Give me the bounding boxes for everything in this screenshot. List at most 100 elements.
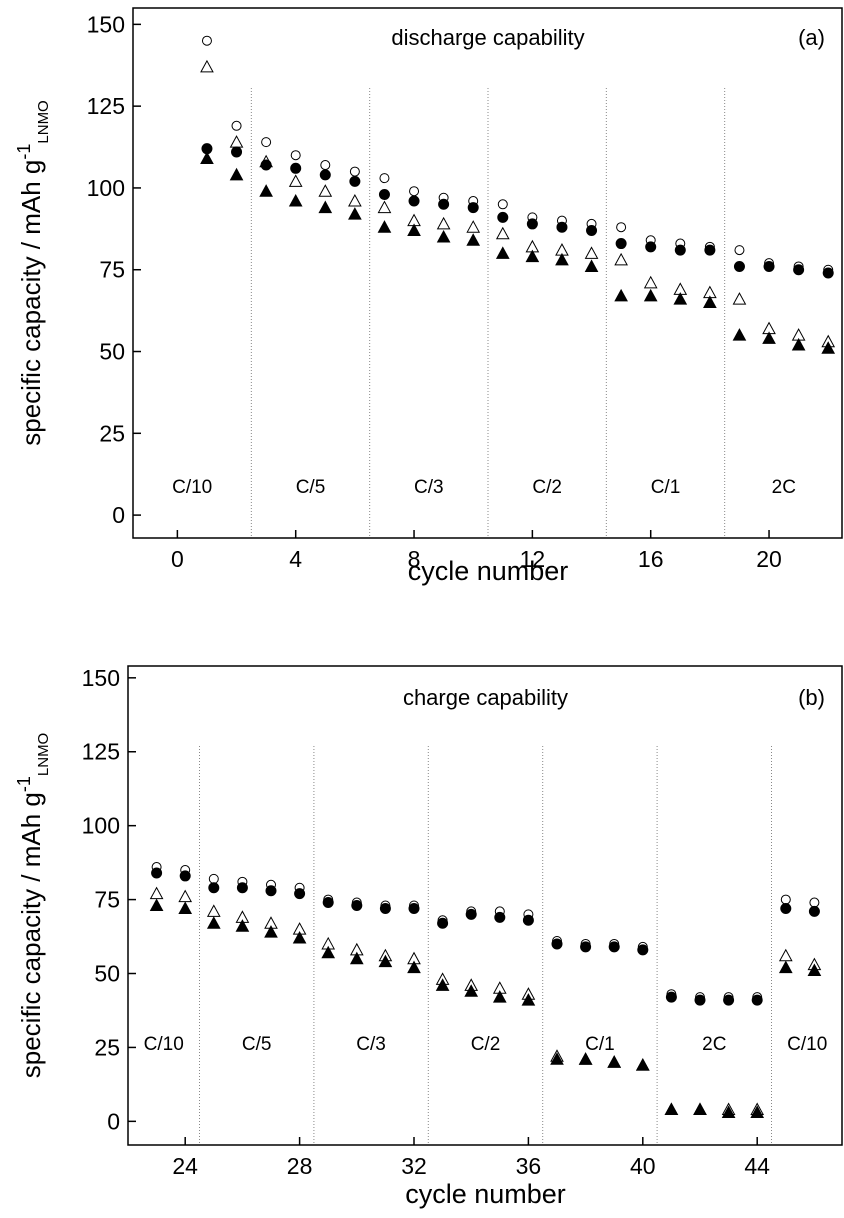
data-point	[294, 888, 306, 900]
y-axis-label-main: specific capacity / mAh g	[16, 160, 46, 446]
series	[149, 886, 822, 1116]
data-point	[674, 244, 686, 256]
data-point	[703, 295, 717, 308]
data-point	[643, 275, 658, 289]
rate-label: 2C	[702, 1034, 726, 1055]
data-point	[348, 207, 362, 220]
data-point	[179, 870, 191, 882]
rate-label: C/2	[532, 477, 562, 498]
data-point	[584, 246, 599, 259]
data-point	[236, 882, 248, 894]
y-tick-label: 25	[94, 1034, 120, 1060]
plot-frame	[132, 7, 843, 539]
data-point	[259, 184, 273, 197]
chart-title: charge capability	[403, 685, 568, 710]
data-point	[290, 162, 302, 174]
data-point	[349, 951, 364, 965]
data-point	[497, 199, 508, 210]
data-point	[151, 867, 163, 879]
rate-label: C/5	[242, 1034, 272, 1055]
data-point	[495, 226, 510, 240]
y-tick-label: 100	[87, 175, 125, 201]
y-axis-label-sub: LNMO	[35, 100, 52, 143]
data-point	[201, 35, 212, 46]
data-point	[438, 198, 450, 210]
data-point	[616, 222, 627, 233]
data-point	[615, 238, 627, 250]
data-point	[379, 173, 390, 184]
plot-frame	[127, 665, 843, 1146]
data-point	[322, 897, 334, 909]
data-point	[793, 264, 805, 276]
data-point	[780, 902, 792, 914]
data-point	[762, 331, 776, 344]
data-point	[494, 911, 506, 923]
data-point	[822, 267, 834, 279]
y-tick-label: 25	[99, 420, 125, 446]
data-point	[555, 252, 569, 266]
series	[200, 59, 836, 348]
data-point	[206, 916, 221, 929]
data-point	[408, 902, 420, 914]
data-point	[673, 292, 688, 305]
data-point	[229, 167, 244, 181]
data-point	[378, 954, 393, 968]
x-tick-label: 20	[756, 546, 782, 572]
x-tick-label: 44	[744, 1153, 770, 1179]
data-point	[807, 963, 822, 977]
rate-label: C/3	[414, 477, 444, 498]
data-point	[525, 249, 540, 263]
data-point	[466, 220, 481, 233]
x-axis-label: cycle number	[405, 1179, 566, 1209]
data-point	[264, 925, 278, 938]
x-tick-label: 36	[516, 1153, 542, 1179]
data-point	[319, 169, 331, 181]
data-point	[466, 233, 481, 246]
data-point	[780, 894, 791, 905]
y-axis-label-sup: -1	[14, 144, 34, 160]
series	[151, 867, 820, 1006]
data-point	[821, 341, 836, 354]
data-point	[778, 948, 793, 962]
series	[201, 35, 834, 275]
rate-label: C/1	[585, 1034, 615, 1055]
data-point	[704, 244, 716, 256]
x-tick-label: 8	[408, 546, 421, 572]
data-point	[693, 1102, 707, 1116]
panel-label: (b)	[798, 685, 825, 710]
x-tick-label: 32	[401, 1153, 427, 1179]
data-point	[645, 241, 657, 253]
data-point	[377, 200, 392, 214]
x-tick-label: 12	[520, 546, 546, 572]
y-tick-label: 125	[82, 739, 120, 765]
rate-label: C/10	[172, 477, 212, 498]
data-point	[750, 1105, 765, 1118]
x-axis-label: cycle number	[408, 556, 569, 586]
data-point	[733, 260, 745, 272]
data-point	[522, 914, 534, 926]
data-point	[635, 1058, 650, 1071]
data-point	[578, 1052, 593, 1065]
data-point	[320, 160, 331, 171]
data-point	[377, 220, 392, 233]
rate-label: C/10	[144, 1034, 184, 1055]
data-point	[235, 919, 250, 932]
data-point	[665, 991, 677, 1003]
data-point	[378, 188, 390, 200]
data-point	[261, 137, 272, 148]
data-point	[259, 154, 273, 168]
y-tick-label: 75	[99, 257, 125, 283]
data-point	[465, 908, 477, 920]
data-point	[763, 260, 775, 272]
y-tick-label: 50	[94, 961, 120, 987]
y-tick-label: 100	[82, 813, 120, 839]
data-point	[732, 328, 747, 341]
data-point	[265, 885, 277, 897]
data-point	[379, 902, 391, 914]
x-tick-label: 4	[289, 546, 302, 572]
data-point	[349, 175, 361, 187]
x-tick-label: 0	[171, 546, 184, 572]
rate-label: C/10	[787, 1034, 827, 1055]
data-point	[408, 195, 420, 207]
